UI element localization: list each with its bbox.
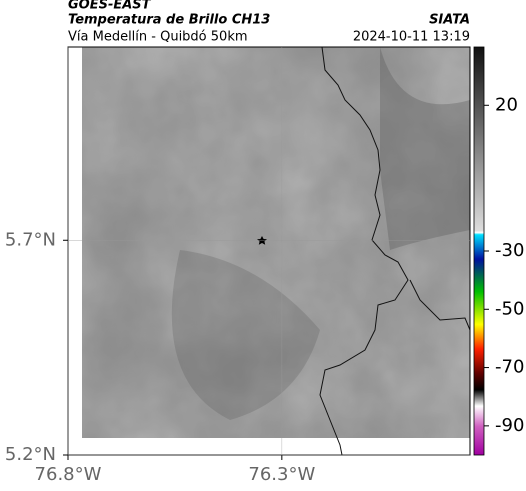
border-line [409,279,471,331]
y-tick-label: 5.7°N [5,229,56,250]
satellite-image [82,47,470,438]
x-tick-label: 76.3°W [248,464,315,485]
colorbar-tick-label: 20 [495,94,518,115]
x-tick-label: 76.8°W [35,464,102,485]
y-tick-label: 5.2°N [5,444,56,465]
location: Vía Medellín - Quibdó 50km [68,30,248,45]
colorbar-tick-label: -30 [495,240,524,261]
dark-region [380,47,470,250]
axes: 76.8°W 76.3°W 5.2°N 5.7°N 20 -30 -50 -70 -90 [5,47,524,485]
subtitle: Temperatura de Brillo CH13 [68,13,270,28]
colorbar-tick-label: -90 [495,415,524,436]
border-line [319,46,409,456]
datetime: 2024-10-11 13:19 [353,30,470,45]
colorbar-tick-label: -50 [495,298,524,319]
title: GOES-EAST [68,0,152,13]
source: SIATA [429,13,470,28]
colorbar-tick-label: -70 [495,357,524,378]
dark-region [171,250,320,420]
colorbar [473,46,485,456]
